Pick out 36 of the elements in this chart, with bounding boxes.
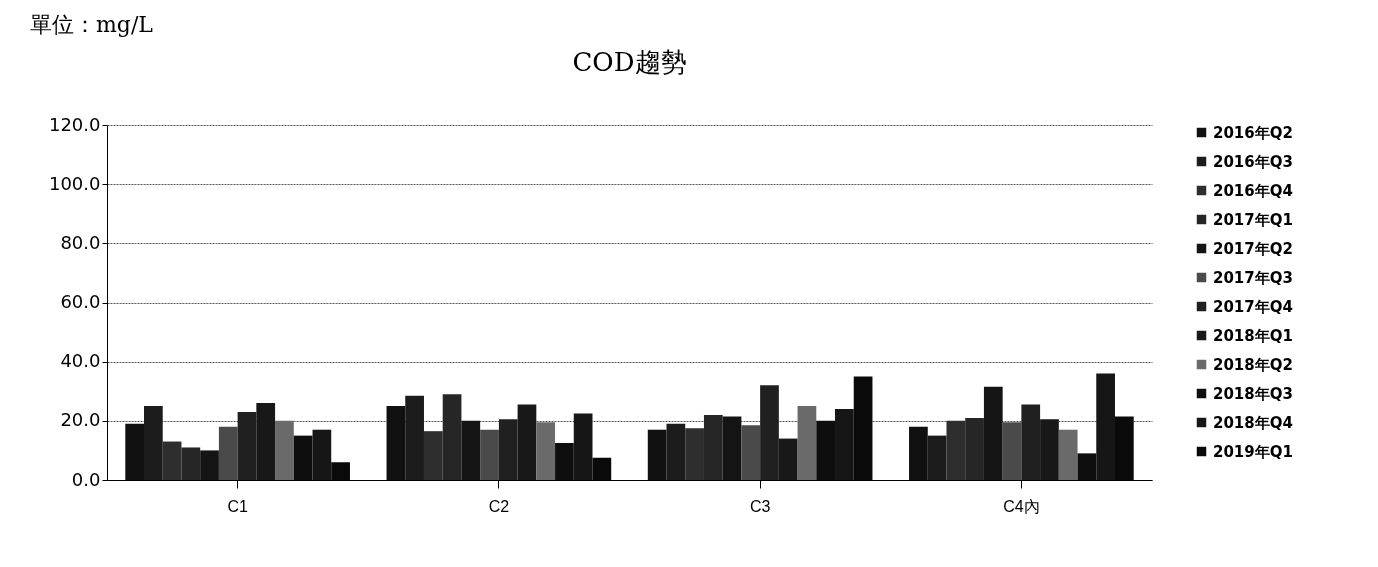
bar [983, 386, 1003, 480]
legend-label: 2018年Q4 [1213, 413, 1293, 432]
x-tick-label: C4內 [1003, 497, 1040, 515]
bar [218, 426, 238, 480]
legend-label: 2017年Q1 [1213, 210, 1293, 229]
bar [1058, 429, 1078, 480]
legend-label: 2016年Q3 [1213, 152, 1293, 171]
y-tick-label: 20.0 [60, 409, 101, 431]
legend-label: 2017年Q3 [1213, 268, 1293, 287]
text: 單位：mg/L [30, 11, 153, 39]
legend-label: 2018年Q3 [1213, 384, 1293, 403]
y-tick-label: 60.0 [60, 291, 101, 312]
legend-label: 2016年Q4 [1213, 181, 1293, 200]
bar [722, 416, 742, 480]
x-tick-label: C3 [749, 497, 771, 515]
legend-label: 2018年Q1 [1213, 326, 1293, 345]
legend-label: 2018年Q2 [1213, 355, 1293, 374]
y-tick-label: 80.0 [60, 231, 101, 253]
x-tick-label: C2 [488, 497, 510, 515]
bar [461, 420, 481, 480]
y-tick-label: 40.0 [60, 350, 101, 372]
y-tick-label: 0.0 [71, 468, 101, 490]
chart-title: COD趨勢 [572, 47, 687, 77]
legend-label: 2017年Q2 [1213, 239, 1293, 258]
y-tick-label: 120.0 [48, 113, 101, 135]
legend-label: 2017年Q4 [1213, 297, 1293, 316]
bar [480, 429, 499, 480]
bar [200, 450, 219, 480]
bar [797, 406, 817, 480]
bar [536, 422, 556, 480]
legend-label: 2019年Q1 [1213, 442, 1293, 461]
bar [275, 420, 294, 480]
legend-label: 2016年Q2 [1213, 123, 1293, 142]
y-tick-label: 100.0 [48, 172, 101, 194]
bar [741, 425, 761, 480]
x-tick-label: C1 [227, 497, 248, 515]
